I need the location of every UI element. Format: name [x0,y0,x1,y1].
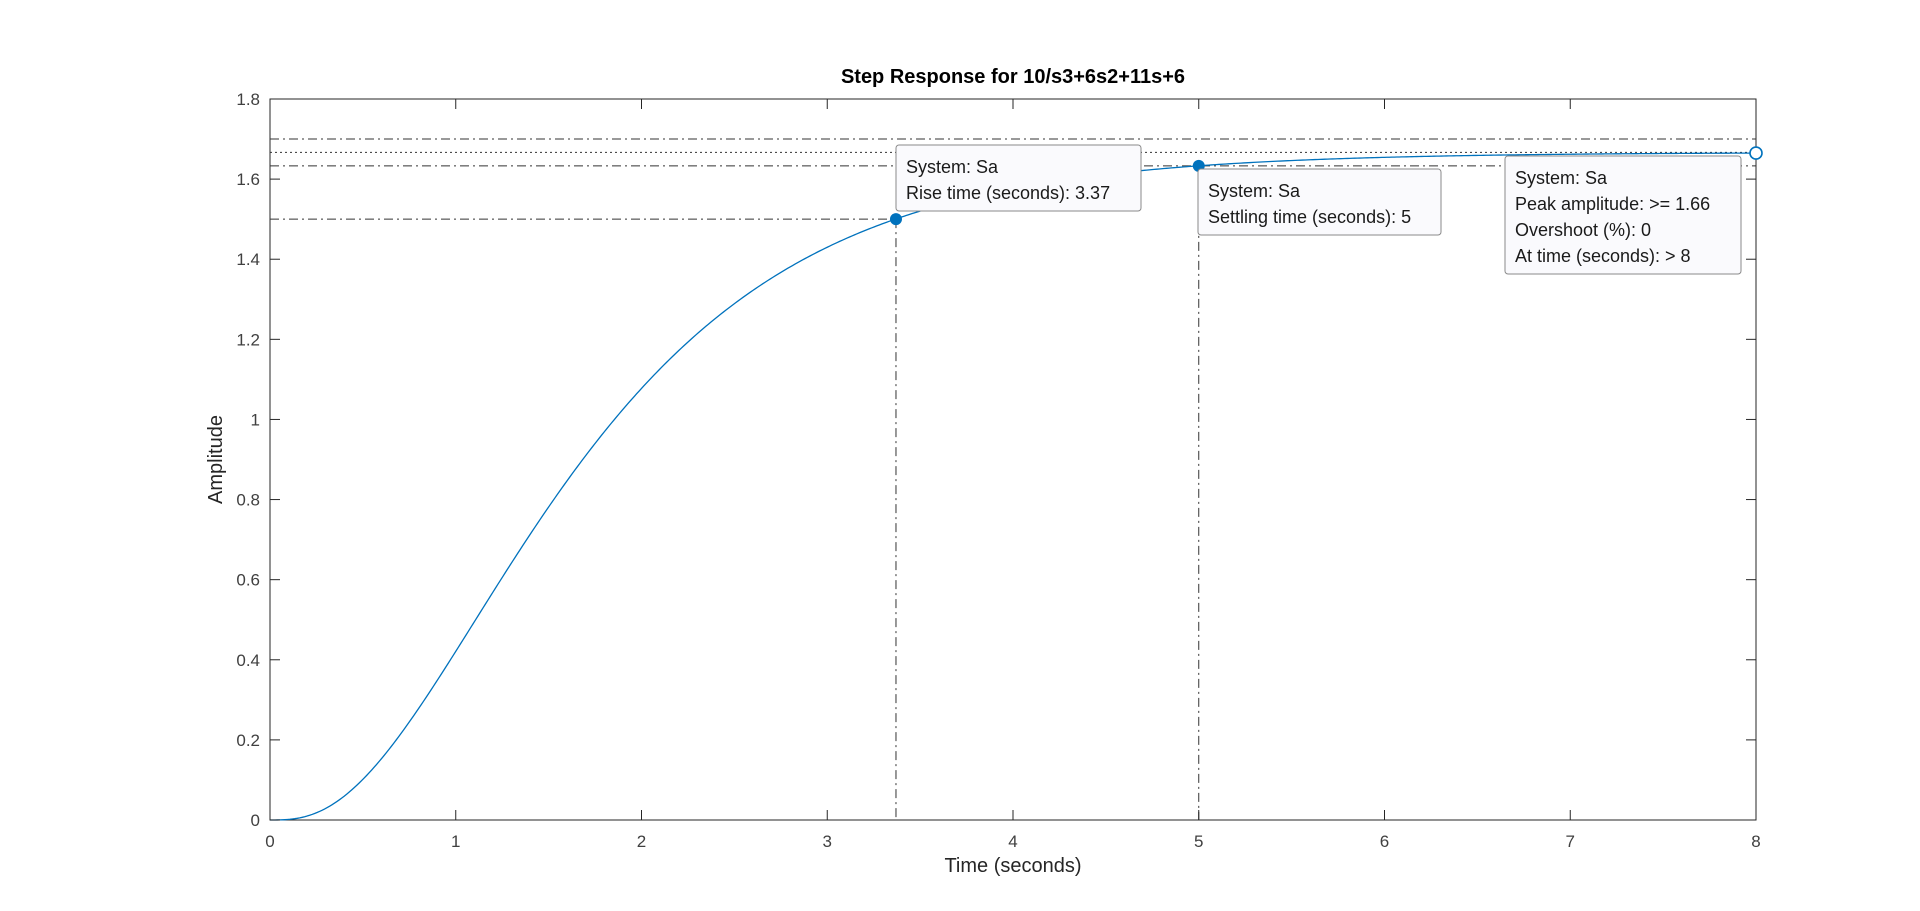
datatip-settling[interactable]: System: Sa Settling time (seconds): 5 [1197,168,1442,236]
y-tick-label: 0 [251,811,260,830]
x-tick-label: 7 [1566,832,1575,851]
x-tick-label: 8 [1751,832,1760,851]
y-tick-label: 0.8 [236,491,260,510]
x-tick-label: 4 [1008,832,1017,851]
datatip-line: Settling time (seconds): 5 [1208,207,1411,227]
rise-time-marker[interactable] [889,213,902,226]
x-tick-label: 6 [1380,832,1389,851]
datatip-box [895,144,1142,212]
y-axis-ticks: 0 0.2 0.4 0.6 0.8 1 1.2 1.4 1.6 1.8 [236,90,1756,830]
x-tick-label: 0 [265,832,274,851]
x-tick-label: 3 [823,832,832,851]
datatip-line: Rise time (seconds): 3.37 [906,183,1110,203]
datatip-peak[interactable]: System: Sa Peak amplitude: >= 1.66 Oversho… [1504,155,1742,275]
datatip-line: System: Sa [1515,168,1608,188]
x-axis-ticks: 0 1 2 3 4 5 6 7 8 [265,99,1761,851]
y-axis-label: Amplitude [205,415,227,504]
datatip-box [1504,155,1742,275]
y-tick-label: 1.8 [236,90,260,109]
datatip-box [1197,168,1442,236]
datatip-line: System: Sa [906,157,999,177]
chart-title: Step Response for 10/s3+6s2+11s+6 [841,66,1185,88]
y-tick-label: 1 [251,410,260,429]
y-tick-label: 1.2 [236,330,260,349]
peak-marker[interactable] [1749,146,1763,160]
y-tick-label: 1.6 [236,170,260,189]
x-tick-label: 2 [637,832,646,851]
x-tick-label: 1 [451,832,460,851]
y-tick-label: 0.6 [236,571,260,590]
y-tick-label: 0.4 [236,651,260,670]
datatip-rise[interactable]: System: Sa Rise time (seconds): 3.37 [895,144,1142,212]
datatip-line: At time (seconds): > 8 [1515,246,1691,266]
datatip-line: Overshoot (%): 0 [1515,220,1651,240]
datatip-line: System: Sa [1208,181,1301,201]
y-tick-label: 1.4 [236,250,260,269]
y-tick-label: 0.2 [236,731,260,750]
datatip-line: Peak amplitude: >= 1.66 [1515,194,1710,214]
x-tick-label: 5 [1194,832,1203,851]
x-axis-label: Time (seconds) [944,855,1081,877]
